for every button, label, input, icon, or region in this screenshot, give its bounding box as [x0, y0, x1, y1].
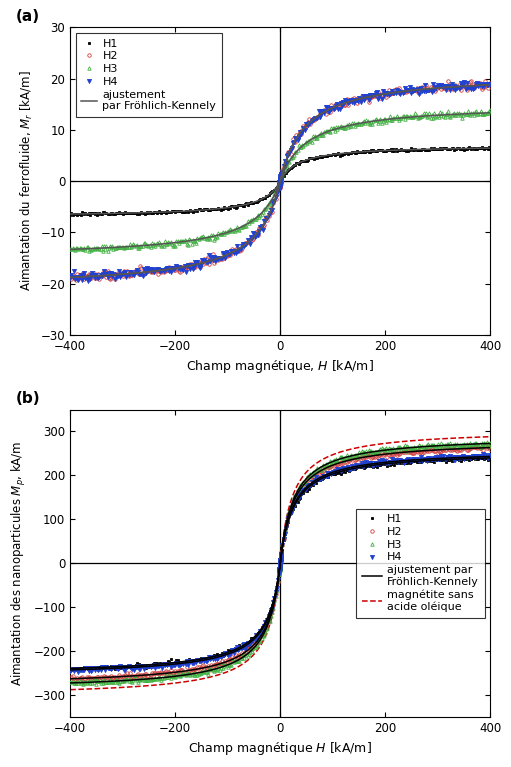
H4 — [480, 449, 486, 459]
H1 — [466, 142, 472, 151]
Text: (b): (b) — [16, 391, 40, 407]
H1 — [487, 453, 493, 463]
H3 — [93, 680, 99, 689]
H1 — [249, 199, 256, 208]
H4 — [487, 450, 493, 459]
H4 — [425, 453, 431, 463]
H2 — [246, 236, 252, 245]
H1 — [68, 665, 75, 674]
H2 — [67, 272, 74, 281]
H3 — [119, 243, 125, 252]
H3 — [246, 650, 252, 659]
H2 — [482, 441, 489, 450]
H2 — [487, 78, 493, 87]
H3 — [425, 111, 431, 120]
H3 — [67, 245, 74, 254]
Line: H4: H4 — [68, 80, 492, 284]
H1 — [249, 634, 256, 644]
H4 — [85, 277, 91, 286]
H3 — [249, 647, 256, 656]
X-axis label: Champ magnétique, $H$ [kA/m]: Champ magnétique, $H$ [kA/m] — [187, 358, 374, 375]
H2 — [143, 267, 149, 276]
H1 — [143, 209, 149, 218]
H4 — [67, 274, 74, 283]
H4 — [67, 666, 74, 675]
H4 — [119, 663, 125, 672]
H2 — [119, 673, 125, 682]
H3 — [452, 440, 458, 449]
H1 — [425, 146, 431, 155]
H2 — [482, 76, 489, 85]
H4 — [75, 667, 81, 676]
H4 — [487, 80, 493, 89]
H1 — [425, 456, 431, 466]
H4 — [452, 456, 458, 465]
H2 — [80, 676, 86, 685]
H3 — [86, 247, 92, 256]
H3 — [143, 241, 149, 250]
H1 — [67, 665, 74, 674]
H2 — [425, 444, 431, 453]
H1 — [452, 144, 458, 153]
H2 — [246, 644, 252, 653]
H2 — [143, 669, 149, 678]
H4 — [461, 77, 468, 87]
H4 — [246, 236, 252, 245]
Y-axis label: Aimantation des nanoparticules $M_p$, kA/m: Aimantation des nanoparticules $M_p$, kA… — [10, 440, 28, 686]
Line: H1: H1 — [69, 146, 492, 216]
H2 — [249, 644, 256, 653]
H4 — [119, 270, 125, 279]
Y-axis label: Aimantation du ferrofluide, $M_r$ [kA/m]: Aimantation du ferrofluide, $M_r$ [kA/m] — [19, 71, 35, 291]
H2 — [67, 676, 74, 685]
H1 — [487, 144, 493, 153]
H1 — [453, 453, 459, 463]
Line: H2: H2 — [68, 79, 492, 281]
H1 — [78, 211, 84, 220]
Line: H1: H1 — [69, 456, 492, 671]
H3 — [143, 675, 149, 684]
H2 — [249, 235, 256, 245]
H4 — [143, 268, 149, 277]
H1 — [119, 662, 125, 671]
H1 — [246, 637, 252, 647]
H1 — [452, 453, 458, 462]
H4 — [249, 233, 256, 242]
Line: H2: H2 — [68, 443, 492, 683]
H2 — [119, 268, 125, 278]
H2 — [73, 275, 79, 285]
H4 — [143, 662, 149, 671]
H1 — [143, 663, 149, 672]
Line: H3: H3 — [68, 440, 492, 686]
Line: H4: H4 — [68, 452, 492, 674]
H4 — [249, 636, 256, 645]
H3 — [119, 676, 125, 686]
H3 — [425, 439, 431, 449]
Legend: H1, H2, H3, H4, ajustement
par Fröhlich-Kennely: H1, H2, H3, H4, ajustement par Fröhlich-… — [76, 33, 222, 117]
H2 — [425, 85, 431, 94]
Legend: H1, H2, H3, H4, ajustement par
Fröhlich-Kennely, magnétite sans
acide oléique: H1, H2, H3, H4, ajustement par Fröhlich-… — [356, 509, 484, 618]
H3 — [487, 439, 493, 448]
H2 — [452, 445, 458, 454]
H3 — [483, 437, 490, 446]
H4 — [452, 86, 458, 95]
X-axis label: Champ magnétique $H$ [kA/m]: Champ magnétique $H$ [kA/m] — [188, 740, 372, 757]
H1 — [67, 210, 74, 219]
H4 — [425, 86, 431, 95]
H3 — [67, 678, 74, 687]
H4 — [246, 640, 252, 650]
H3 — [246, 219, 252, 228]
H3 — [452, 110, 458, 120]
Text: (a): (a) — [16, 9, 40, 25]
H2 — [452, 81, 458, 90]
H3 — [487, 105, 493, 114]
H3 — [249, 216, 256, 225]
H1 — [246, 199, 252, 208]
H1 — [119, 209, 125, 218]
H2 — [487, 444, 493, 453]
Line: H3: H3 — [68, 108, 492, 253]
